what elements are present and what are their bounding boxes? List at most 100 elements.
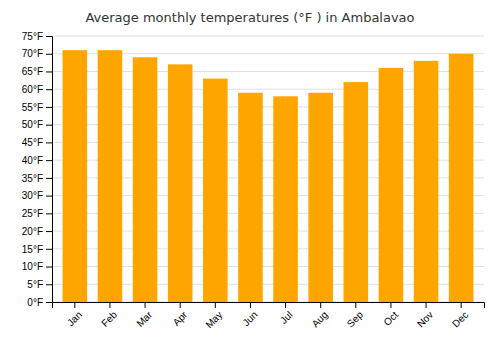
x-tick-label: May bbox=[203, 309, 224, 330]
y-tick-label: 60°F bbox=[22, 84, 43, 95]
x-tick-mark bbox=[461, 302, 462, 308]
y-tick-label: 75°F bbox=[22, 31, 43, 42]
y-tick-mark bbox=[46, 196, 52, 197]
x-tick: Jun bbox=[240, 302, 259, 328]
y-tick-mark bbox=[46, 249, 52, 250]
y-tick-label: 50°F bbox=[22, 119, 43, 130]
bar bbox=[168, 64, 193, 302]
y-axis: 0°F5°F10°F15°F20°F25°F30°F35°F40°F45°F50… bbox=[22, 31, 53, 308]
x-tick-mark bbox=[250, 302, 251, 308]
bar bbox=[133, 57, 158, 302]
y-tick-label: 10°F bbox=[22, 261, 43, 272]
x-tick-mark bbox=[355, 302, 356, 308]
x-tick-label: Aug bbox=[310, 309, 330, 329]
x-tick-mark bbox=[74, 302, 75, 308]
x-axis: Jan Feb Mar Apr May Jun Jul Aug Sep Oct Nov Dec bbox=[53, 302, 485, 330]
grid-line bbox=[52, 36, 484, 37]
x-tick-label: Apr bbox=[171, 309, 190, 328]
y-tick-label: 35°F bbox=[22, 173, 43, 184]
y-tick: 50°F bbox=[22, 119, 52, 130]
y-tick-mark bbox=[46, 71, 52, 72]
bar bbox=[203, 79, 228, 302]
x-tick-mark bbox=[109, 302, 110, 308]
y-tick-mark bbox=[46, 284, 52, 285]
x-tick-mark bbox=[145, 302, 146, 308]
bar bbox=[238, 93, 263, 302]
bar bbox=[379, 68, 404, 302]
bar bbox=[308, 93, 333, 302]
x-tick: Feb bbox=[99, 302, 119, 329]
y-tick: 25°F bbox=[22, 208, 52, 219]
y-axis-line bbox=[46, 37, 53, 303]
bar bbox=[98, 50, 123, 302]
y-tick: 75°F bbox=[22, 31, 52, 42]
x-tick-label: Jun bbox=[240, 309, 259, 328]
y-tick-mark bbox=[46, 125, 52, 126]
y-tick: 15°F bbox=[22, 244, 52, 255]
x-tick: Sep bbox=[345, 302, 366, 329]
y-tick-label: 40°F bbox=[22, 155, 43, 166]
y-tick-mark bbox=[46, 142, 52, 143]
y-tick: 70°F bbox=[22, 48, 52, 59]
x-axis-line bbox=[53, 303, 485, 309]
y-tick: 10°F bbox=[22, 261, 52, 272]
y-tick: 55°F bbox=[22, 102, 52, 113]
x-tick: Apr bbox=[171, 302, 190, 328]
x-tick-label: Jan bbox=[65, 309, 84, 328]
x-tick-label: Sep bbox=[345, 309, 366, 330]
y-tick-mark bbox=[46, 213, 52, 214]
x-tick-label: Dec bbox=[450, 309, 470, 329]
x-tick-label: Oct bbox=[381, 309, 400, 328]
y-tick-mark bbox=[46, 36, 52, 37]
y-tick: 5°F bbox=[27, 279, 52, 290]
x-tick-mark bbox=[215, 302, 216, 308]
y-tick-label: 15°F bbox=[22, 244, 43, 255]
y-tick-label: 5°F bbox=[27, 279, 43, 290]
x-tick-label: Jul bbox=[278, 309, 295, 326]
bars bbox=[63, 50, 474, 302]
y-tick-label: 55°F bbox=[22, 102, 43, 113]
bar bbox=[449, 54, 474, 302]
y-tick: 30°F bbox=[22, 190, 52, 201]
x-tick-label: Nov bbox=[415, 309, 435, 329]
title: Average monthly temperatures (°F ) in Am… bbox=[85, 10, 414, 25]
y-tick: 40°F bbox=[22, 155, 52, 166]
y-tick-mark bbox=[46, 302, 52, 303]
y-tick-label: 25°F bbox=[22, 208, 43, 219]
x-tick: Dec bbox=[450, 302, 470, 329]
y-tick-mark bbox=[46, 89, 52, 90]
y-tick-mark bbox=[46, 54, 52, 55]
x-tick: Oct bbox=[381, 302, 400, 328]
x-tick-label: Mar bbox=[134, 309, 154, 329]
x-tick-mark bbox=[285, 302, 286, 308]
y-tick-label: 70°F bbox=[22, 48, 43, 59]
x-tick: May bbox=[203, 302, 224, 330]
y-tick-mark bbox=[46, 267, 52, 268]
x-tick-mark bbox=[390, 302, 391, 308]
y-tick: 45°F bbox=[22, 137, 52, 148]
y-tick-label: 65°F bbox=[22, 66, 43, 77]
bar bbox=[344, 82, 369, 302]
y-tick-mark bbox=[46, 107, 52, 108]
y-tick-label: 20°F bbox=[22, 226, 43, 237]
y-tick: 35°F bbox=[22, 173, 52, 184]
y-tick-mark bbox=[46, 160, 52, 161]
x-tick: Aug bbox=[310, 302, 330, 329]
plot: 0°F5°F10°F15°F20°F25°F30°F35°F40°F45°F50… bbox=[22, 31, 485, 331]
grid bbox=[52, 36, 484, 302]
y-tick-label: 30°F bbox=[22, 190, 43, 201]
chart: 0°F5°F10°F15°F20°F25°F30°F35°F40°F45°F50… bbox=[0, 0, 500, 350]
x-tick: Jan bbox=[65, 302, 84, 328]
y-tick: 65°F bbox=[22, 66, 52, 77]
x-tick-mark bbox=[426, 302, 427, 308]
y-tick-mark bbox=[46, 178, 52, 179]
y-tick: 20°F bbox=[22, 226, 52, 237]
y-tick-mark bbox=[46, 231, 52, 232]
bar bbox=[414, 61, 439, 302]
x-tick: Mar bbox=[134, 302, 154, 329]
x-tick: Nov bbox=[415, 302, 435, 329]
x-tick-label: Feb bbox=[99, 309, 119, 329]
x-tick-mark bbox=[180, 302, 181, 308]
x-tick-mark bbox=[320, 302, 321, 308]
bar bbox=[273, 96, 298, 302]
